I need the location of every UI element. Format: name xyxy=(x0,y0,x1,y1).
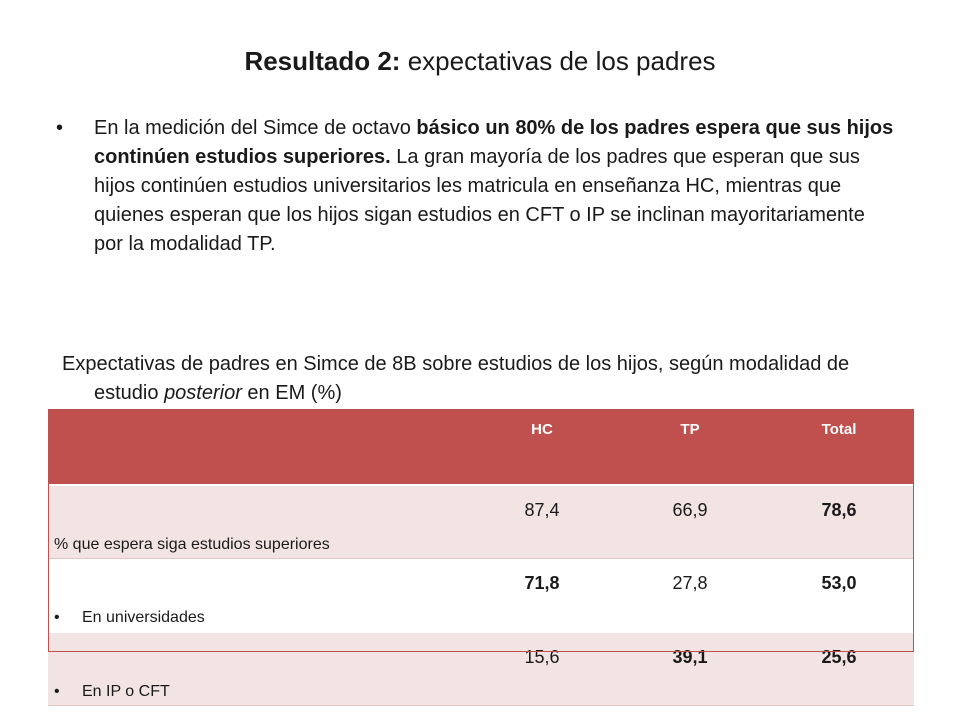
caption-text-a: Expectativas de padres en Simce de 8B so… xyxy=(62,353,850,404)
slide-title-strong: Resultado 2: xyxy=(244,46,401,76)
row-label: % que espera siga estudios superiores xyxy=(48,485,468,559)
cell-tp: 27,8 xyxy=(616,558,764,633)
table-row: • En universidades 71,8 27,8 53,0 xyxy=(48,558,914,633)
bullet-paragraph: • En la medición del Simce de octavo bás… xyxy=(56,114,896,259)
cell-total: 25,6 xyxy=(764,632,914,706)
table-row: % que espera siga estudios superiores 87… xyxy=(48,485,914,559)
cell-total: 78,6 xyxy=(764,485,914,559)
bullet-marker: • xyxy=(56,117,64,139)
bullet-text-bold: básico un 80% de los padres espera que s… xyxy=(94,117,894,168)
expectations-table: HC TP Total % que espera siga estudios s… xyxy=(48,409,914,706)
header-empty xyxy=(48,409,468,486)
caption-text-c: en EM (%) xyxy=(241,382,342,404)
header-total: Total xyxy=(764,409,914,486)
caption-text-italic: posterior xyxy=(164,382,242,404)
slide-title: Resultado 2: expectativas de los padres xyxy=(0,44,960,78)
bullet-text-c: La gran mayoría de los padres que espera… xyxy=(94,146,865,255)
row-label: • En universidades xyxy=(48,558,468,633)
row-label-text: % que espera siga estudios superiores xyxy=(54,536,330,553)
cell-total: 53,0 xyxy=(764,558,914,633)
cell-tp: 39,1 xyxy=(616,632,764,706)
cell-tp: 66,9 xyxy=(616,485,764,559)
cell-hc: 71,8 xyxy=(468,558,616,633)
table-caption: Expectativas de padres en Simce de 8B so… xyxy=(62,350,914,408)
bullet-text: En la medición del Simce de octavo básic… xyxy=(94,114,896,259)
row-marker: • xyxy=(54,609,60,626)
cell-hc: 87,4 xyxy=(468,485,616,559)
header-tp: TP xyxy=(616,409,764,486)
row-label: • En IP o CFT xyxy=(48,632,468,706)
row-marker: • xyxy=(54,683,60,700)
slide-title-rest: expectativas de los padres xyxy=(400,46,716,76)
table-row: • En IP o CFT 15,6 39,1 25,6 xyxy=(48,632,914,706)
bullet-text-a: En la medición del Simce de octavo xyxy=(94,117,417,139)
row-label-text: En IP o CFT xyxy=(82,683,170,700)
table-header-row: HC TP Total xyxy=(48,409,914,486)
cell-hc: 15,6 xyxy=(468,632,616,706)
row-label-text: En universidades xyxy=(82,609,205,626)
header-hc: HC xyxy=(468,409,616,486)
